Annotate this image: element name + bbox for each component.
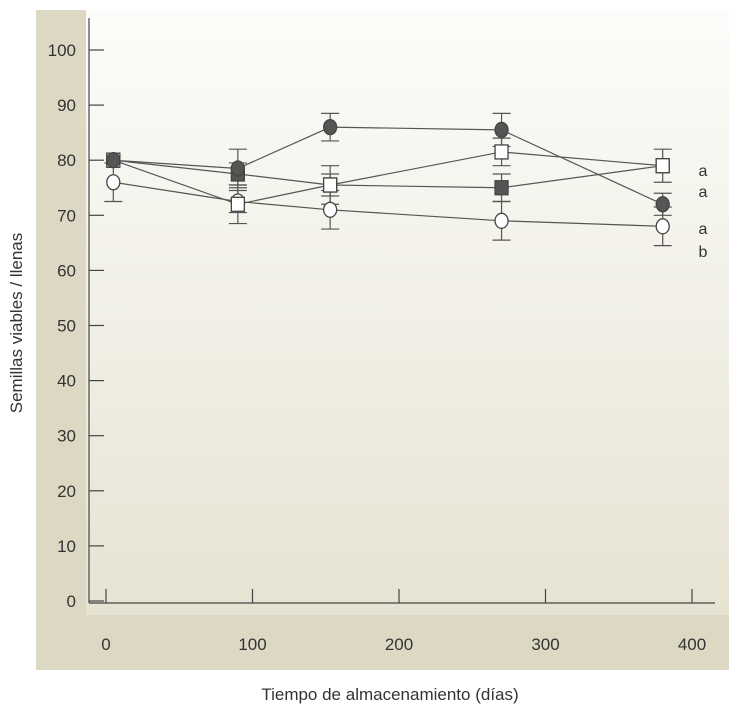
y-tick-label: 70 bbox=[57, 206, 76, 225]
y-tick-label: 10 bbox=[57, 537, 76, 556]
x-tick-label: 400 bbox=[678, 635, 706, 654]
series-layer bbox=[104, 112, 672, 247]
y-tick-label: 60 bbox=[57, 261, 76, 280]
data-point-filled-circle bbox=[494, 121, 509, 139]
chart-frame-left bbox=[36, 10, 86, 670]
data-point-open-circle bbox=[322, 201, 338, 218]
data-point-filled-square bbox=[494, 180, 509, 196]
data-point-filled-circle bbox=[322, 118, 338, 136]
y-tick-label: 100 bbox=[48, 41, 76, 60]
data-point-filled-circle bbox=[230, 160, 246, 177]
y-tick-label: 40 bbox=[57, 372, 76, 391]
y-tick-label: 20 bbox=[57, 482, 76, 501]
x-axis-title: Tiempo de almacenamiento (días) bbox=[261, 685, 518, 704]
data-point-filled-circle bbox=[655, 196, 670, 213]
group-letter: a bbox=[699, 163, 708, 180]
data-point-open-square bbox=[230, 196, 246, 212]
group-letter: b bbox=[699, 244, 708, 261]
y-tick-label: 90 bbox=[57, 96, 76, 115]
plot-area bbox=[86, 10, 729, 615]
x-tick-label: 300 bbox=[531, 635, 559, 654]
data-point-open-circle bbox=[494, 212, 509, 229]
x-axis-ticks: 0 100 200 300 400 bbox=[101, 589, 706, 654]
y-tick-label: 0 bbox=[67, 592, 76, 611]
chart-frame-bottom bbox=[36, 615, 729, 670]
y-tick-label: 30 bbox=[57, 427, 76, 446]
y-axis-ticks: 0 10 20 30 40 50 60 70 80 90 100 bbox=[48, 41, 104, 611]
x-tick-label: 100 bbox=[238, 635, 266, 654]
data-point-open-circle bbox=[106, 174, 121, 191]
data-point-open-square bbox=[655, 158, 670, 174]
group-letter: a bbox=[699, 184, 708, 201]
y-tick-label: 80 bbox=[57, 151, 76, 170]
data-point-open-circle bbox=[655, 218, 670, 235]
x-tick-label: 0 bbox=[101, 635, 110, 654]
data-point-open-square bbox=[494, 144, 509, 160]
data-point-open-square bbox=[322, 177, 338, 193]
y-axis-title: Semillas viables / llenas bbox=[7, 233, 26, 413]
x-tick-label: 200 bbox=[385, 635, 413, 654]
data-point-filled-circle bbox=[106, 152, 121, 169]
group-letter: a bbox=[699, 221, 708, 238]
y-tick-label: 50 bbox=[57, 317, 76, 336]
